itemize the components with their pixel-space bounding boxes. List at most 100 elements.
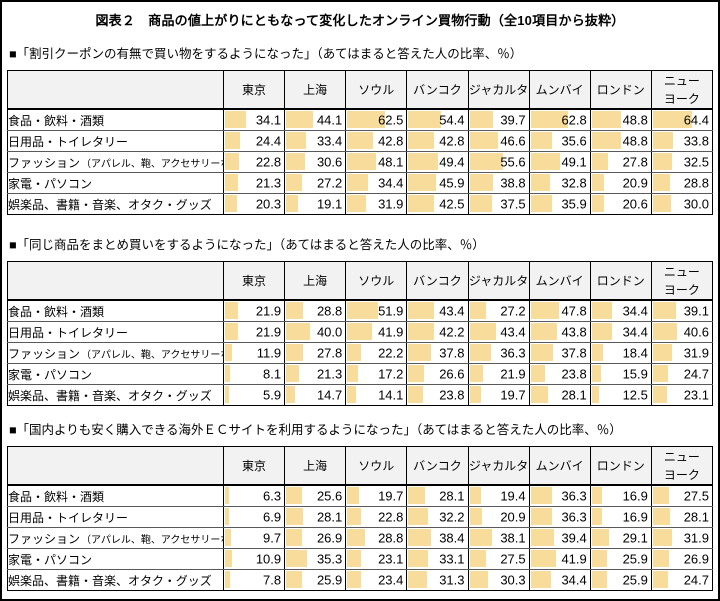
value-text: 5.9 — [263, 387, 282, 403]
data-bar — [469, 386, 482, 403]
value-text: 62.8 — [561, 112, 587, 128]
value-text: 41.9 — [378, 324, 404, 340]
value-cell: 10.9 — [222, 548, 286, 570]
value-cell: 21.9 — [222, 299, 286, 322]
value-text: 23.8 — [561, 366, 587, 382]
value-text: 21.3 — [316, 366, 343, 382]
data-bar — [530, 344, 554, 361]
row-label: 家電・パソコン — [7, 548, 224, 570]
value-cell: 29.1 — [589, 527, 652, 549]
value-cell: 21.3 — [284, 363, 347, 385]
table-row: 娯楽品、書籍・音楽、オタク・グッズ 20.3 19.1 31.9 42.5 37.5 35.… — [7, 193, 714, 215]
data-bar — [347, 508, 361, 525]
data-bar — [286, 386, 295, 403]
value-cell: 40.6 — [650, 321, 714, 343]
data-bar — [347, 195, 367, 212]
value-text: 23.4 — [378, 572, 404, 588]
value-text: 21.9 — [255, 324, 282, 340]
value-text: 15.9 — [622, 366, 648, 382]
column-header: 東京 — [222, 446, 286, 486]
value-text: 28.1 — [561, 387, 587, 403]
value-text: 6.9 — [263, 509, 282, 525]
value-text: 14.1 — [378, 387, 404, 403]
section-heading: ■「国内よりも安く購入できる海外ＥＣサイトを利用するようになった」（あてはまると… — [9, 423, 622, 437]
data-bar — [347, 302, 379, 319]
data-bar — [408, 529, 432, 546]
value-text: 11.9 — [256, 345, 282, 361]
value-text: 30.6 — [316, 154, 343, 170]
data-bar — [225, 323, 239, 340]
row-label: ファッション（アパレル、鞄、アクセサリーなど） — [7, 151, 224, 173]
data-bar — [408, 487, 426, 504]
data-bar — [347, 487, 360, 504]
data-bar — [408, 323, 434, 340]
value-cell: 15.9 — [589, 363, 652, 385]
value-text: 26.9 — [683, 551, 709, 567]
data-bar — [530, 550, 556, 567]
data-bar — [530, 487, 553, 504]
value-cell: 27.8 — [589, 151, 652, 173]
value-cell: 24.7 — [650, 363, 714, 385]
data-bar — [408, 386, 423, 403]
value-cell: 62.5 — [345, 108, 408, 131]
value-cell: 48.8 — [589, 130, 652, 152]
data-bar — [591, 529, 610, 546]
value-text: 25.9 — [622, 551, 648, 567]
row-label: 娯楽品、書籍・音楽、オタク・グッズ — [7, 384, 224, 406]
value-cell: 22.8 — [222, 151, 286, 173]
data-bar — [530, 153, 561, 170]
value-cell: 28.1 — [650, 506, 714, 528]
data-bar — [652, 508, 670, 525]
row-label-sub: （アパレル、鞄、アクセサリーなど） — [81, 158, 222, 170]
value-text: 49.4 — [439, 154, 465, 170]
data-bar — [347, 323, 373, 340]
value-cell: 35.9 — [528, 193, 591, 215]
value-cell: 44.1 — [284, 108, 347, 131]
value-text: 27.2 — [316, 175, 343, 191]
column-header: ソウル — [345, 261, 408, 301]
value-cell: 21.3 — [222, 172, 286, 194]
data-bar — [225, 508, 230, 525]
data-bar — [408, 550, 429, 567]
value-text: 10.9 — [255, 551, 282, 567]
value-text: 44.1 — [316, 112, 343, 128]
value-text: 28.8 — [316, 303, 343, 319]
value-cell: 24.4 — [222, 130, 286, 152]
value-text: 62.5 — [378, 112, 404, 128]
value-text: 39.7 — [500, 112, 526, 128]
data-table: 東京 上海 ソウル バンコク ジャカルタ ムンバイ ロンドン ニュー ヨーク 食品・飲料・酒類 6… — [7, 446, 714, 591]
column-header: ソウル — [345, 446, 408, 486]
value-text: 33.1 — [439, 551, 465, 567]
value-text: 22.2 — [378, 345, 404, 361]
value-cell: 39.4 — [528, 527, 591, 549]
value-text: 40.0 — [316, 324, 343, 340]
value-cell: 37.8 — [528, 342, 591, 364]
data-bar — [652, 111, 692, 128]
value-text: 31.9 — [683, 530, 709, 546]
data-bar — [530, 111, 569, 128]
data-bar — [347, 365, 358, 382]
value-cell: 43.8 — [528, 321, 591, 343]
value-text: 38.1 — [500, 530, 526, 546]
table-row: 家電・パソコン 10.9 35.3 23.1 33.1 27.5 41.9 25.9 26.9 — [7, 548, 714, 570]
data-bar — [225, 386, 229, 403]
value-text: 22.8 — [255, 154, 282, 170]
data-bar — [469, 174, 493, 191]
data-bar — [591, 111, 622, 128]
data-bar — [591, 132, 622, 149]
data-bar — [530, 195, 553, 212]
value-cell: 43.4 — [467, 321, 530, 343]
value-cell: 32.5 — [650, 151, 714, 173]
row-label: 日用品・トイレタリー — [7, 506, 224, 528]
data-bar — [286, 571, 302, 588]
value-text: 35.3 — [316, 551, 343, 567]
value-text: 30.3 — [500, 572, 526, 588]
value-cell: 36.3 — [528, 506, 591, 528]
column-header: ジャカルタ — [467, 70, 530, 110]
data-bar — [530, 323, 557, 340]
value-cell: 28.1 — [406, 484, 469, 507]
value-cell: 32.2 — [406, 506, 469, 528]
value-text: 28.8 — [683, 175, 709, 191]
value-text: 24.4 — [255, 133, 282, 149]
data-bar — [408, 302, 435, 319]
